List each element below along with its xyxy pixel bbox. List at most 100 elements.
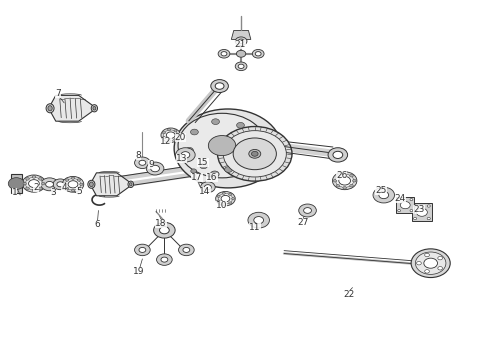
Circle shape bbox=[8, 178, 24, 189]
Circle shape bbox=[373, 187, 394, 203]
Circle shape bbox=[66, 188, 69, 190]
Circle shape bbox=[343, 172, 346, 175]
Ellipse shape bbox=[93, 107, 96, 110]
Circle shape bbox=[183, 247, 190, 252]
Circle shape bbox=[416, 261, 421, 265]
Circle shape bbox=[178, 244, 194, 256]
Ellipse shape bbox=[90, 182, 93, 186]
Circle shape bbox=[178, 113, 266, 178]
Circle shape bbox=[416, 208, 427, 216]
Circle shape bbox=[249, 149, 261, 158]
Circle shape bbox=[217, 200, 220, 202]
Circle shape bbox=[151, 165, 159, 172]
Circle shape bbox=[416, 252, 446, 274]
Circle shape bbox=[332, 172, 357, 190]
Circle shape bbox=[66, 179, 69, 181]
Circle shape bbox=[181, 152, 190, 158]
Circle shape bbox=[164, 130, 178, 140]
Circle shape bbox=[252, 49, 264, 58]
Circle shape bbox=[224, 167, 232, 172]
Circle shape bbox=[139, 160, 146, 165]
Text: 24: 24 bbox=[395, 194, 406, 203]
Circle shape bbox=[255, 51, 261, 56]
Text: 1: 1 bbox=[11, 188, 17, 197]
Text: 11: 11 bbox=[249, 223, 261, 232]
Circle shape bbox=[157, 254, 172, 265]
Circle shape bbox=[204, 185, 211, 190]
Circle shape bbox=[333, 179, 337, 182]
Circle shape bbox=[174, 138, 177, 141]
Circle shape bbox=[248, 212, 270, 228]
Polygon shape bbox=[231, 31, 251, 40]
Circle shape bbox=[336, 174, 354, 187]
Circle shape bbox=[177, 134, 180, 136]
Text: 12: 12 bbox=[160, 137, 172, 146]
Text: 13: 13 bbox=[176, 154, 187, 163]
Circle shape bbox=[175, 148, 195, 162]
Circle shape bbox=[199, 163, 207, 169]
Circle shape bbox=[210, 171, 219, 177]
Circle shape bbox=[254, 217, 264, 224]
Circle shape bbox=[25, 187, 29, 190]
Text: 7: 7 bbox=[55, 89, 61, 98]
Circle shape bbox=[161, 128, 180, 142]
Circle shape bbox=[235, 37, 247, 45]
Ellipse shape bbox=[129, 183, 132, 186]
Circle shape bbox=[68, 181, 78, 188]
Circle shape bbox=[212, 119, 220, 125]
Circle shape bbox=[200, 182, 215, 193]
Circle shape bbox=[425, 270, 429, 273]
Circle shape bbox=[191, 129, 198, 135]
Circle shape bbox=[398, 210, 400, 212]
Text: 22: 22 bbox=[343, 289, 354, 298]
Circle shape bbox=[65, 179, 81, 190]
Circle shape bbox=[425, 253, 429, 257]
Circle shape bbox=[219, 193, 233, 204]
Circle shape bbox=[135, 157, 150, 168]
Circle shape bbox=[72, 189, 74, 192]
Circle shape bbox=[211, 80, 228, 93]
Circle shape bbox=[438, 266, 442, 270]
Circle shape bbox=[168, 129, 171, 131]
Circle shape bbox=[238, 39, 244, 43]
Circle shape bbox=[235, 62, 247, 71]
Circle shape bbox=[223, 131, 286, 177]
Circle shape bbox=[39, 177, 42, 180]
Circle shape bbox=[25, 177, 43, 190]
Polygon shape bbox=[91, 173, 129, 196]
Text: 15: 15 bbox=[197, 158, 209, 167]
Circle shape bbox=[233, 138, 276, 170]
Circle shape bbox=[229, 193, 232, 195]
Circle shape bbox=[32, 176, 36, 178]
Bar bbox=[396, 197, 414, 213]
Text: 18: 18 bbox=[155, 219, 167, 228]
Text: 27: 27 bbox=[297, 218, 308, 227]
Circle shape bbox=[41, 182, 45, 185]
Text: 6: 6 bbox=[95, 220, 100, 229]
Circle shape bbox=[208, 135, 236, 156]
Circle shape bbox=[414, 217, 416, 220]
Circle shape bbox=[398, 199, 400, 201]
Bar bbox=[412, 203, 432, 221]
Circle shape bbox=[299, 204, 317, 217]
Text: 20: 20 bbox=[175, 133, 186, 142]
Circle shape bbox=[400, 202, 410, 209]
Circle shape bbox=[63, 183, 66, 185]
Circle shape bbox=[336, 174, 340, 177]
Polygon shape bbox=[50, 95, 93, 121]
Circle shape bbox=[25, 177, 29, 180]
Circle shape bbox=[343, 186, 346, 189]
Text: 19: 19 bbox=[133, 267, 144, 276]
Circle shape bbox=[191, 169, 196, 173]
Circle shape bbox=[350, 184, 353, 187]
Text: 9: 9 bbox=[148, 161, 154, 170]
Circle shape bbox=[154, 222, 175, 238]
Text: 16: 16 bbox=[206, 173, 218, 182]
Circle shape bbox=[46, 181, 53, 187]
Circle shape bbox=[339, 176, 350, 185]
Circle shape bbox=[41, 178, 58, 191]
Circle shape bbox=[62, 176, 84, 192]
Circle shape bbox=[159, 226, 169, 234]
Circle shape bbox=[218, 49, 230, 58]
Circle shape bbox=[231, 198, 235, 200]
